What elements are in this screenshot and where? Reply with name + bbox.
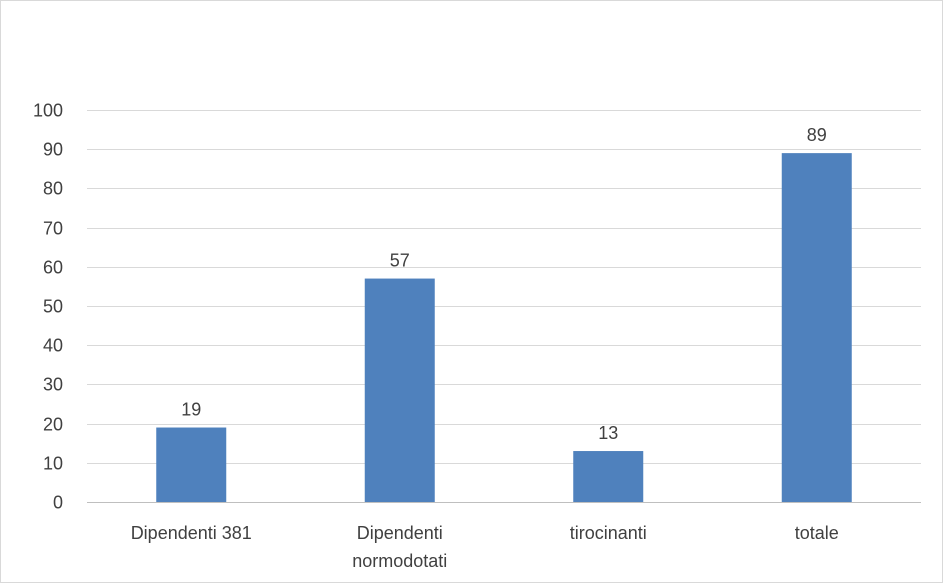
data-label: 19 [181,400,201,420]
data-labels: 19 57 13 89 [181,125,827,443]
x-axis-category-labels: Dipendenti 381 Dipendenti normodotati tiroc… [131,523,839,571]
bar [781,153,852,502]
y-tick-label: 40 [43,336,63,356]
y-tick-label: 10 [43,454,63,474]
category-label: tirocinanti [570,523,647,543]
y-tick-label: 30 [43,375,63,395]
category-label: totale [795,523,839,543]
y-tick-label: 50 [43,297,63,317]
y-tick-label: 70 [43,219,63,239]
y-tick-label: 20 [43,415,63,435]
bar [364,278,435,502]
y-tick-label: 60 [43,258,63,278]
y-tick-label: 90 [43,140,63,160]
category-label: Dipendenti 381 [131,523,252,543]
bar [156,427,227,502]
data-label: 13 [598,423,618,443]
bar [573,451,644,502]
y-tick-label: 100 [33,101,63,121]
y-tick-label: 80 [43,179,63,199]
category-label: normodotati [352,551,447,571]
data-label: 57 [390,251,410,271]
category-label: Dipendenti [357,523,443,543]
bars [156,153,852,502]
data-label: 89 [807,125,827,145]
y-tick-label: 0 [53,493,63,513]
y-axis-tick-labels: 0 10 20 30 40 50 60 70 80 90 100 [33,101,63,513]
